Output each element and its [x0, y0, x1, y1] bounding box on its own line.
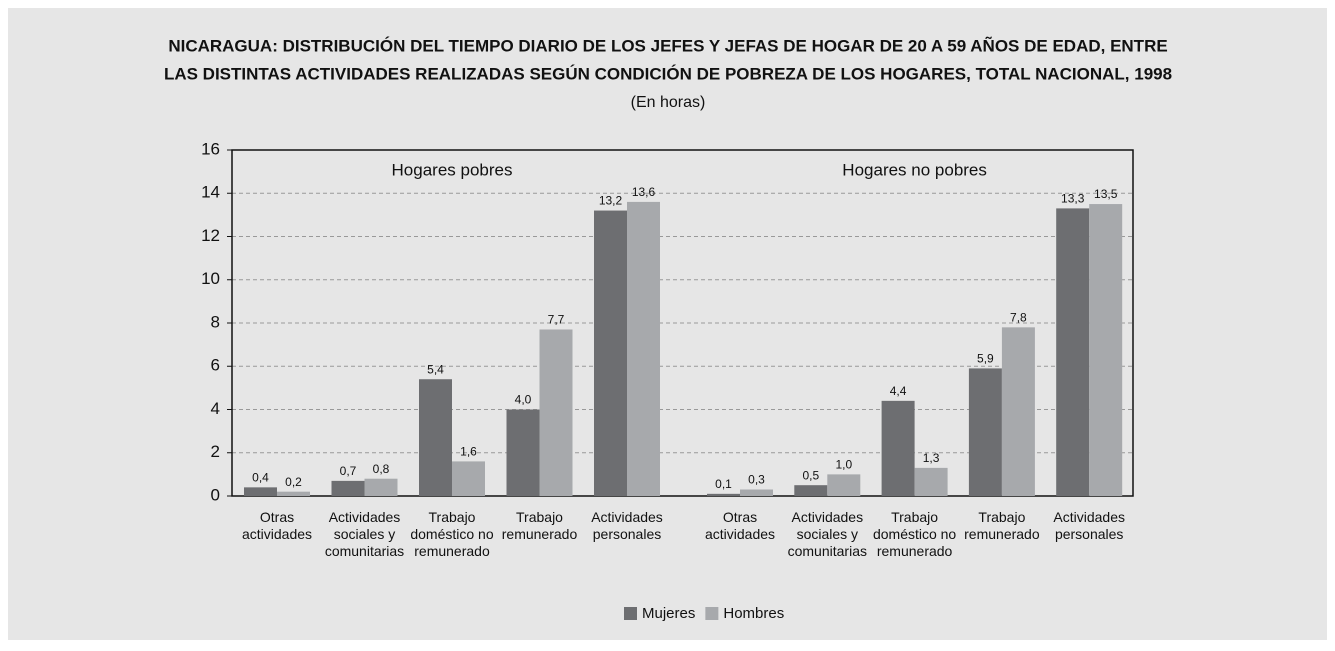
y-tick-label: 10 — [201, 269, 220, 288]
value-label: 13,2 — [599, 194, 623, 208]
bar — [740, 489, 773, 496]
value-label: 13,5 — [1094, 187, 1118, 201]
x-tick-label: Actividades sociales y comunitarias — [787, 509, 867, 559]
bar — [244, 487, 277, 496]
bar — [539, 329, 573, 496]
value-label: 7,7 — [548, 313, 565, 327]
bar — [364, 478, 398, 496]
x-tick-label: Trabajo remunerado — [964, 509, 1040, 542]
x-tick-label: Trabajo remunerado — [501, 509, 578, 542]
value-label: 5,4 — [427, 362, 444, 376]
value-label: 0,3 — [748, 473, 765, 487]
value-label: 0,7 — [340, 464, 357, 478]
bar — [881, 400, 915, 496]
bar — [419, 379, 452, 496]
value-label: 0,4 — [252, 471, 269, 485]
value-label: 4,4 — [890, 384, 907, 398]
y-tick-label: 16 — [201, 139, 220, 158]
value-label: 0,1 — [715, 477, 732, 491]
value-label: 1,3 — [923, 451, 940, 465]
bar — [827, 474, 861, 496]
bar — [627, 201, 660, 496]
x-tick-label: Trabajo doméstico no remunerado — [410, 509, 494, 559]
bar — [506, 409, 540, 496]
bar — [277, 491, 310, 496]
chart-title: LAS DISTINTAS ACTIVIDADES REALIZADAS SEG… — [164, 64, 1172, 83]
x-tick-label: Trabajo doméstico no remunerado — [872, 509, 957, 559]
value-label: 13,6 — [632, 185, 656, 199]
value-label: 13,3 — [1061, 192, 1085, 206]
value-label: 5,9 — [977, 352, 994, 366]
bar — [794, 485, 828, 496]
bar — [1001, 327, 1035, 496]
chart-subtitle: (En horas) — [631, 94, 706, 111]
value-label: 0,5 — [802, 468, 819, 482]
legend-label: Mujeres — [642, 605, 695, 622]
x-tick-label: Otras actividades — [704, 509, 776, 542]
y-tick-label: 12 — [201, 226, 220, 245]
value-label: 0,2 — [285, 475, 302, 489]
x-tick-label: Actividades sociales y comunitarias — [324, 509, 405, 559]
legend-swatch — [624, 607, 637, 620]
plot-frame — [231, 149, 1134, 497]
value-label: 4,0 — [515, 393, 532, 407]
legend-label: Hombres — [723, 605, 784, 622]
bar — [331, 480, 365, 496]
value-label: 0,8 — [373, 462, 390, 476]
value-label: 7,8 — [1010, 310, 1027, 324]
bar — [1056, 208, 1090, 496]
x-tick-label: Otras actividades — [241, 509, 313, 542]
group-label: Hogares pobres — [392, 160, 513, 179]
y-tick-label: 14 — [201, 183, 220, 202]
y-tick-label: 4 — [211, 399, 220, 418]
y-tick-label: 8 — [211, 312, 220, 331]
x-tick-label: Actividades personales — [591, 509, 663, 542]
y-tick-label: 2 — [211, 442, 220, 461]
bar — [594, 210, 627, 497]
bar — [914, 467, 948, 496]
value-label: 1,6 — [460, 445, 477, 459]
bar — [452, 461, 485, 496]
bar — [1089, 204, 1123, 496]
y-tick-label: 0 — [211, 485, 220, 504]
y-tick-label: 6 — [211, 356, 220, 375]
group-label: Hogares no pobres — [842, 160, 987, 179]
value-label: 1,0 — [835, 458, 852, 472]
chart-title: NICARAGUA: DISTRIBUCIÓN DEL TIEMPO DIARI… — [168, 35, 1167, 55]
x-tick-label: Actividades personales — [1053, 509, 1125, 542]
bar — [968, 368, 1002, 496]
legend-swatch — [705, 607, 719, 620]
bar — [707, 493, 740, 496]
